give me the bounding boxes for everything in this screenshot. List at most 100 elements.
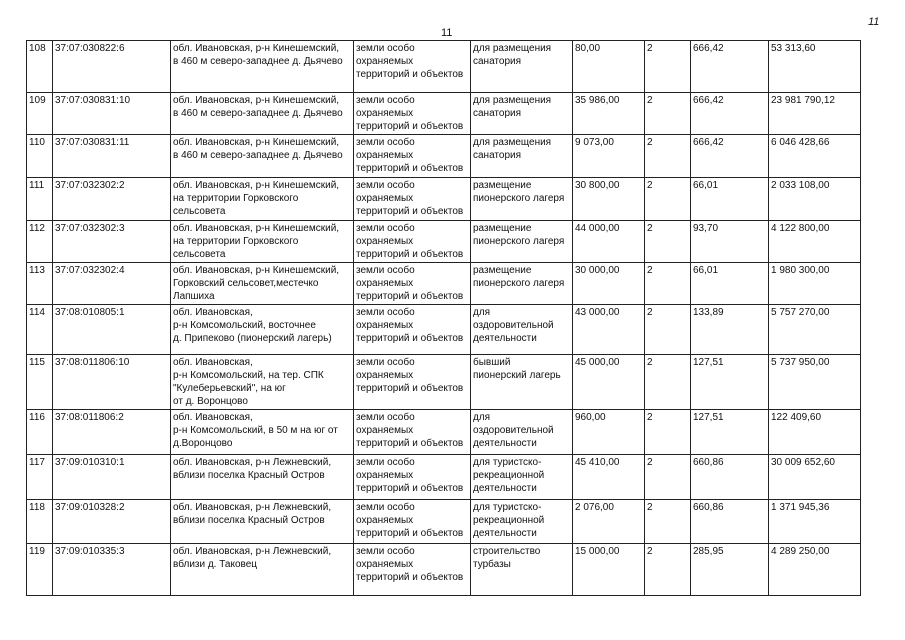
area-cell: 80,00 bbox=[572, 40, 645, 93]
table-row: 113 37:07:032302:4 обл. Ивановская, р-н Ки… bbox=[26, 262, 861, 305]
specific-value-cell: 66,01 bbox=[690, 262, 769, 305]
permitted-use-cell: для оздоровительной деятельности bbox=[470, 304, 573, 355]
specific-value-cell: 285,95 bbox=[690, 543, 769, 596]
cadastral-number-cell: 37:09:010328:2 bbox=[52, 499, 171, 544]
permitted-use-cell: размещение пионерского лагеря bbox=[470, 177, 573, 221]
permitted-use-cell: для размещения санатория bbox=[470, 92, 573, 135]
area-cell: 45 000,00 bbox=[572, 354, 645, 410]
group-cell: 2 bbox=[644, 40, 691, 93]
permitted-use-cell: размещение пионерского лагеря bbox=[470, 220, 573, 263]
specific-value-cell: 93,70 bbox=[690, 220, 769, 263]
permitted-use-cell: для туристско- рекреационной деятельност… bbox=[470, 454, 573, 500]
cadastral-value-cell: 23 981 790,12 bbox=[768, 92, 861, 135]
cadastral-number-cell: 37:07:030822:6 bbox=[52, 40, 171, 93]
page-number: 11 bbox=[441, 27, 453, 39]
specific-value-cell: 127,51 bbox=[690, 409, 769, 455]
area-cell: 43 000,00 bbox=[572, 304, 645, 355]
address-cell: обл. Ивановская, р-н Кинешемский, в 460 … bbox=[170, 40, 354, 93]
cadastral-number-cell: 37:07:032302:4 bbox=[52, 262, 171, 305]
row-number-cell: 108 bbox=[26, 40, 53, 93]
land-category-cell: земли особо охраняемых территорий и объе… bbox=[353, 499, 471, 544]
table-row: 110 37:07:030831:11 обл. Ивановская, р-н К… bbox=[26, 134, 861, 178]
group-cell: 2 bbox=[644, 92, 691, 135]
land-category-cell: земли особо охраняемых территорий и объе… bbox=[353, 354, 471, 410]
group-cell: 2 bbox=[644, 543, 691, 596]
group-cell: 2 bbox=[644, 454, 691, 500]
cadastral-number-cell: 37:07:030831:10 bbox=[52, 92, 171, 135]
area-cell: 15 000,00 bbox=[572, 543, 645, 596]
cadastral-number-cell: 37:07:032302:3 bbox=[52, 220, 171, 263]
land-category-cell: земли особо охраняемых территорий и объе… bbox=[353, 40, 471, 93]
address-cell: обл. Ивановская, р-н Кинешемский, на тер… bbox=[170, 177, 354, 221]
address-cell: обл. Ивановская, р-н Лежневский, вблизи … bbox=[170, 543, 354, 596]
permitted-use-cell: для туристско- рекреационной деятельност… bbox=[470, 499, 573, 544]
table-row: 117 37:09:010310:1 обл. Ивановская, р-н Ле… bbox=[26, 454, 861, 500]
cadastral-value-cell: 122 409,60 bbox=[768, 409, 861, 455]
cadastral-number-cell: 37:07:032302:2 bbox=[52, 177, 171, 221]
address-cell: обл. Ивановская, р-н Комсомольский, в 50… bbox=[170, 409, 354, 455]
cadastral-value-cell: 2 033 108,00 bbox=[768, 177, 861, 221]
table-row: 114 37:08:010805:1 обл. Ивановская, р-н Ко… bbox=[26, 304, 861, 355]
row-number-cell: 114 bbox=[26, 304, 53, 355]
table-body: 108 37:07:030822:6 обл. Ивановская, р-н Ки… bbox=[26, 40, 861, 596]
land-category-cell: земли особо охраняемых территорий и объе… bbox=[353, 409, 471, 455]
cadastral-number-cell: 37:09:010335:3 bbox=[52, 543, 171, 596]
table-row: 109 37:07:030831:10 обл. Ивановская, р-н К… bbox=[26, 92, 861, 135]
cadastral-value-cell: 1 980 300,00 bbox=[768, 262, 861, 305]
address-cell: обл. Ивановская, р-н Кинешемский, на тер… bbox=[170, 220, 354, 263]
permitted-use-cell: строительство турбазы bbox=[470, 543, 573, 596]
row-number-cell: 115 bbox=[26, 354, 53, 410]
permitted-use-cell: бывший пионерский лагерь bbox=[470, 354, 573, 410]
address-cell: обл. Ивановская, р-н Комсомольский, на т… bbox=[170, 354, 354, 410]
land-category-cell: земли особо охраняемых территорий и объе… bbox=[353, 454, 471, 500]
cadastral-number-cell: 37:08:010805:1 bbox=[52, 304, 171, 355]
land-category-cell: земли особо охраняемых территорий и объе… bbox=[353, 262, 471, 305]
area-cell: 45 410,00 bbox=[572, 454, 645, 500]
cadastral-value-cell: 6 046 428,66 bbox=[768, 134, 861, 178]
area-cell: 30 800,00 bbox=[572, 177, 645, 221]
land-category-cell: земли особо охраняемых территорий и объе… bbox=[353, 543, 471, 596]
row-number-cell: 111 bbox=[26, 177, 53, 221]
group-cell: 2 bbox=[644, 220, 691, 263]
land-category-cell: земли особо охраняемых территорий и объе… bbox=[353, 92, 471, 135]
specific-value-cell: 666,42 bbox=[690, 40, 769, 93]
row-number-cell: 109 bbox=[26, 92, 53, 135]
permitted-use-cell: для размещения санатория bbox=[470, 134, 573, 178]
land-parcels-table: 108 37:07:030822:6 обл. Ивановская, р-н Ки… bbox=[26, 40, 861, 596]
specific-value-cell: 127,51 bbox=[690, 354, 769, 410]
permitted-use-cell: для оздоровительной деятельности bbox=[470, 409, 573, 455]
area-cell: 30 000,00 bbox=[572, 262, 645, 305]
address-cell: обл. Ивановская, р-н Кинешемский, в 460 … bbox=[170, 134, 354, 178]
group-cell: 2 bbox=[644, 354, 691, 410]
cadastral-value-cell: 4 122 800,00 bbox=[768, 220, 861, 263]
permitted-use-cell: для размещения санатория bbox=[470, 40, 573, 93]
handwritten-page-mark: 11 bbox=[868, 16, 880, 28]
cadastral-value-cell: 30 009 652,60 bbox=[768, 454, 861, 500]
area-cell: 960,00 bbox=[572, 409, 645, 455]
row-number-cell: 113 bbox=[26, 262, 53, 305]
cadastral-number-cell: 37:08:011806:2 bbox=[52, 409, 171, 455]
row-number-cell: 117 bbox=[26, 454, 53, 500]
row-number-cell: 110 bbox=[26, 134, 53, 178]
address-cell: обл. Ивановская, р-н Лежневский, вблизи … bbox=[170, 499, 354, 544]
row-number-cell: 119 bbox=[26, 543, 53, 596]
area-cell: 2 076,00 bbox=[572, 499, 645, 544]
land-category-cell: земли особо охраняемых территорий и объе… bbox=[353, 304, 471, 355]
specific-value-cell: 133,89 bbox=[690, 304, 769, 355]
cadastral-number-cell: 37:08:011806:10 bbox=[52, 354, 171, 410]
specific-value-cell: 666,42 bbox=[690, 92, 769, 135]
land-category-cell: земли особо охраняемых территорий и объе… bbox=[353, 220, 471, 263]
row-number-cell: 118 bbox=[26, 499, 53, 544]
land-category-cell: земли особо охраняемых территорий и объе… bbox=[353, 134, 471, 178]
address-cell: обл. Ивановская, р-н Лежневский, вблизи … bbox=[170, 454, 354, 500]
address-cell: обл. Ивановская, р-н Кинешемский, в 460 … bbox=[170, 92, 354, 135]
address-cell: обл. Ивановская, р-н Комсомольский, вост… bbox=[170, 304, 354, 355]
group-cell: 2 bbox=[644, 177, 691, 221]
specific-value-cell: 660,86 bbox=[690, 454, 769, 500]
table-row: 119 37:09:010335:3 обл. Ивановская, р-н Ле… bbox=[26, 543, 861, 596]
cadastral-value-cell: 5 757 270,00 bbox=[768, 304, 861, 355]
land-category-cell: земли особо охраняемых территорий и объе… bbox=[353, 177, 471, 221]
table-row: 118 37:09:010328:2 обл. Ивановская, р-н Ле… bbox=[26, 499, 861, 544]
cadastral-value-cell: 53 313,60 bbox=[768, 40, 861, 93]
table-row: 115 37:08:011806:10 обл. Ивановская, р-н К… bbox=[26, 354, 861, 410]
